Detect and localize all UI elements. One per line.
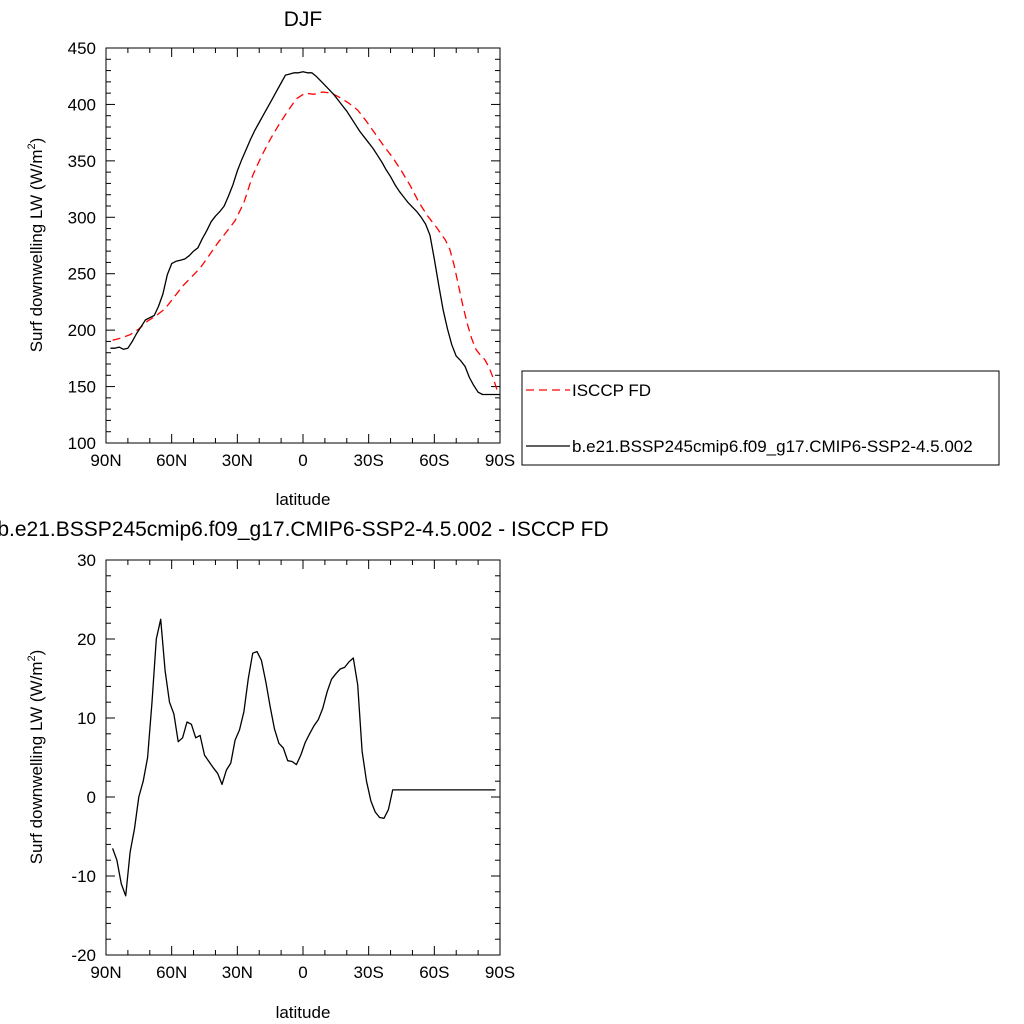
bottom-x-tick-label: 90S [485,963,515,982]
bottom-x-tick-label: 60N [156,963,187,982]
bottom-y-axis-label-sup: 2 [26,655,38,661]
bottom-x-tick-label: 60S [419,963,449,982]
bottom-y-tick-label: 10 [77,709,96,728]
bottom-y-axis-label-close: ) [27,650,46,656]
top-x-tick-label: 60N [156,451,187,470]
bottom-y-axis-label-text: Surf downwelling LW (W/m [27,662,46,865]
legend-label-isccp: ISCCP FD [572,381,651,400]
svg-text:Surf downwelling LW (W/m2): Surf downwelling LW (W/m2) [26,650,46,865]
top-y-tick-label: 300 [68,208,96,227]
top-y-axis-label-text: Surf downwelling LW (W/m [27,150,46,353]
legend-label-model: b.e21.BSSP245cmip6.f09_g17.CMIP6-SSP2-4.… [572,437,973,456]
bottom-y-tick-label: 30 [77,551,96,570]
top-chart-title: DJF [284,8,323,31]
top-y-tick-label: 350 [68,152,96,171]
top-x-tick-label: 90N [90,451,121,470]
top-y-tick-label: 250 [68,265,96,284]
legend-box [521,370,1000,466]
bottom-x-tick-label: 30N [222,963,253,982]
top-y-tick-label: 200 [68,321,96,340]
top-y-tick-label: 400 [68,95,96,114]
bottom-plot-frame [105,559,501,956]
bottom-panel: b.e21.BSSP245cmip6.f09_g17.CMIP6-SSP2-4.… [0,518,609,1022]
bottom-x-tick-label: 0 [298,963,307,982]
top-y-axis-label-close: ) [27,138,46,144]
top-y-axis-label: Surf downwelling LW (W/m2) [26,138,46,353]
bottom-x-axis-label: latitude [276,1003,331,1022]
bottom-axis-ticks: 90N 60N 30N 0 30S 60S 90S -20 -10 0 10 20 30 [71,551,515,982]
top-x-tick-label: 30N [222,451,253,470]
bottom-series-line-0 [111,618,496,897]
top-x-axis-label: latitude [276,490,331,509]
top-plot-lines [110,71,500,396]
top-series-line-1 [110,71,500,396]
bottom-y-tick-label: -20 [71,946,96,965]
bottom-x-tick-label: 90N [90,963,121,982]
top-x-tick-label: 30S [354,451,384,470]
top-axis-ticks: 90N 60N 30N 0 30S 60S 90S 100 150 200 250 300 350 400… [68,39,516,470]
top-x-tick-label: 0 [298,451,307,470]
top-x-tick-label: 60S [419,451,449,470]
top-y-tick-label: 100 [68,434,96,453]
top-panel: DJF Surf downwelling LW (W/m2) latitude … [26,8,515,509]
top-series-line-0 [112,91,499,393]
bottom-plot-lines [111,618,496,897]
bottom-y-tick-label: -10 [71,867,96,886]
bottom-y-tick-label: 20 [77,630,96,649]
bottom-y-axis-label: Surf downwelling LW (W/m2) [26,650,46,865]
bottom-chart-title: b.e21.BSSP245cmip6.f09_g17.CMIP6-SSP2-4.… [0,518,609,541]
bottom-y-tick-label: 0 [87,788,96,807]
svg-text:Surf downwelling LW (W/m2): Surf downwelling LW (W/m2) [26,138,46,353]
top-y-tick-label: 150 [68,378,96,397]
legend: ISCCP FD b.e21.BSSP245cmip6.f09_g17.CMIP… [521,370,1000,466]
top-y-tick-label: 450 [68,39,96,58]
top-x-tick-label: 90S [485,451,515,470]
top-y-axis-label-sup: 2 [26,143,38,149]
bottom-x-tick-label: 30S [354,963,384,982]
top-plot-frame [105,47,501,444]
